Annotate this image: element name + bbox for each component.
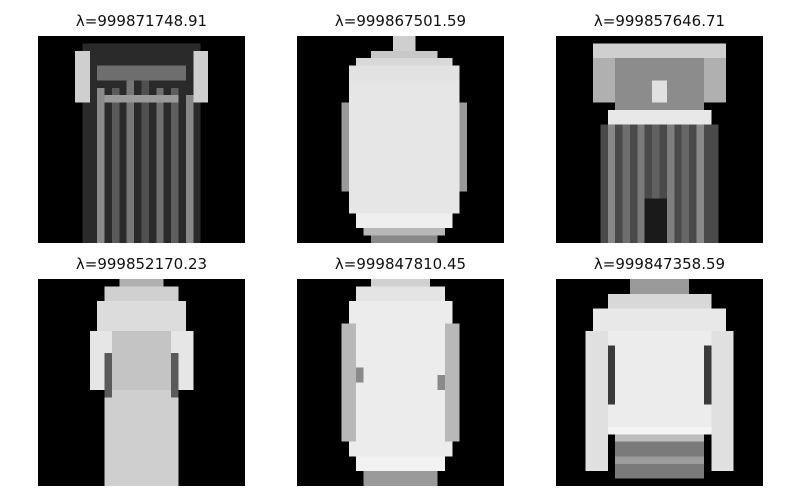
garment-image — [297, 279, 504, 486]
panel-title: λ=999852170.23 — [75, 255, 208, 273]
garment-image — [297, 36, 504, 243]
garment-image — [38, 36, 245, 243]
panel-title: λ=999857646.71 — [593, 12, 726, 30]
panel-title: λ=999871748.91 — [75, 12, 208, 30]
garment-image — [38, 279, 245, 486]
panel-title: λ=999847358.59 — [593, 255, 726, 273]
panel-title: λ=999847810.45 — [334, 255, 467, 273]
panel-title: λ=999867501.59 — [334, 12, 467, 30]
garment-image — [556, 279, 763, 486]
garment-image — [556, 36, 763, 243]
